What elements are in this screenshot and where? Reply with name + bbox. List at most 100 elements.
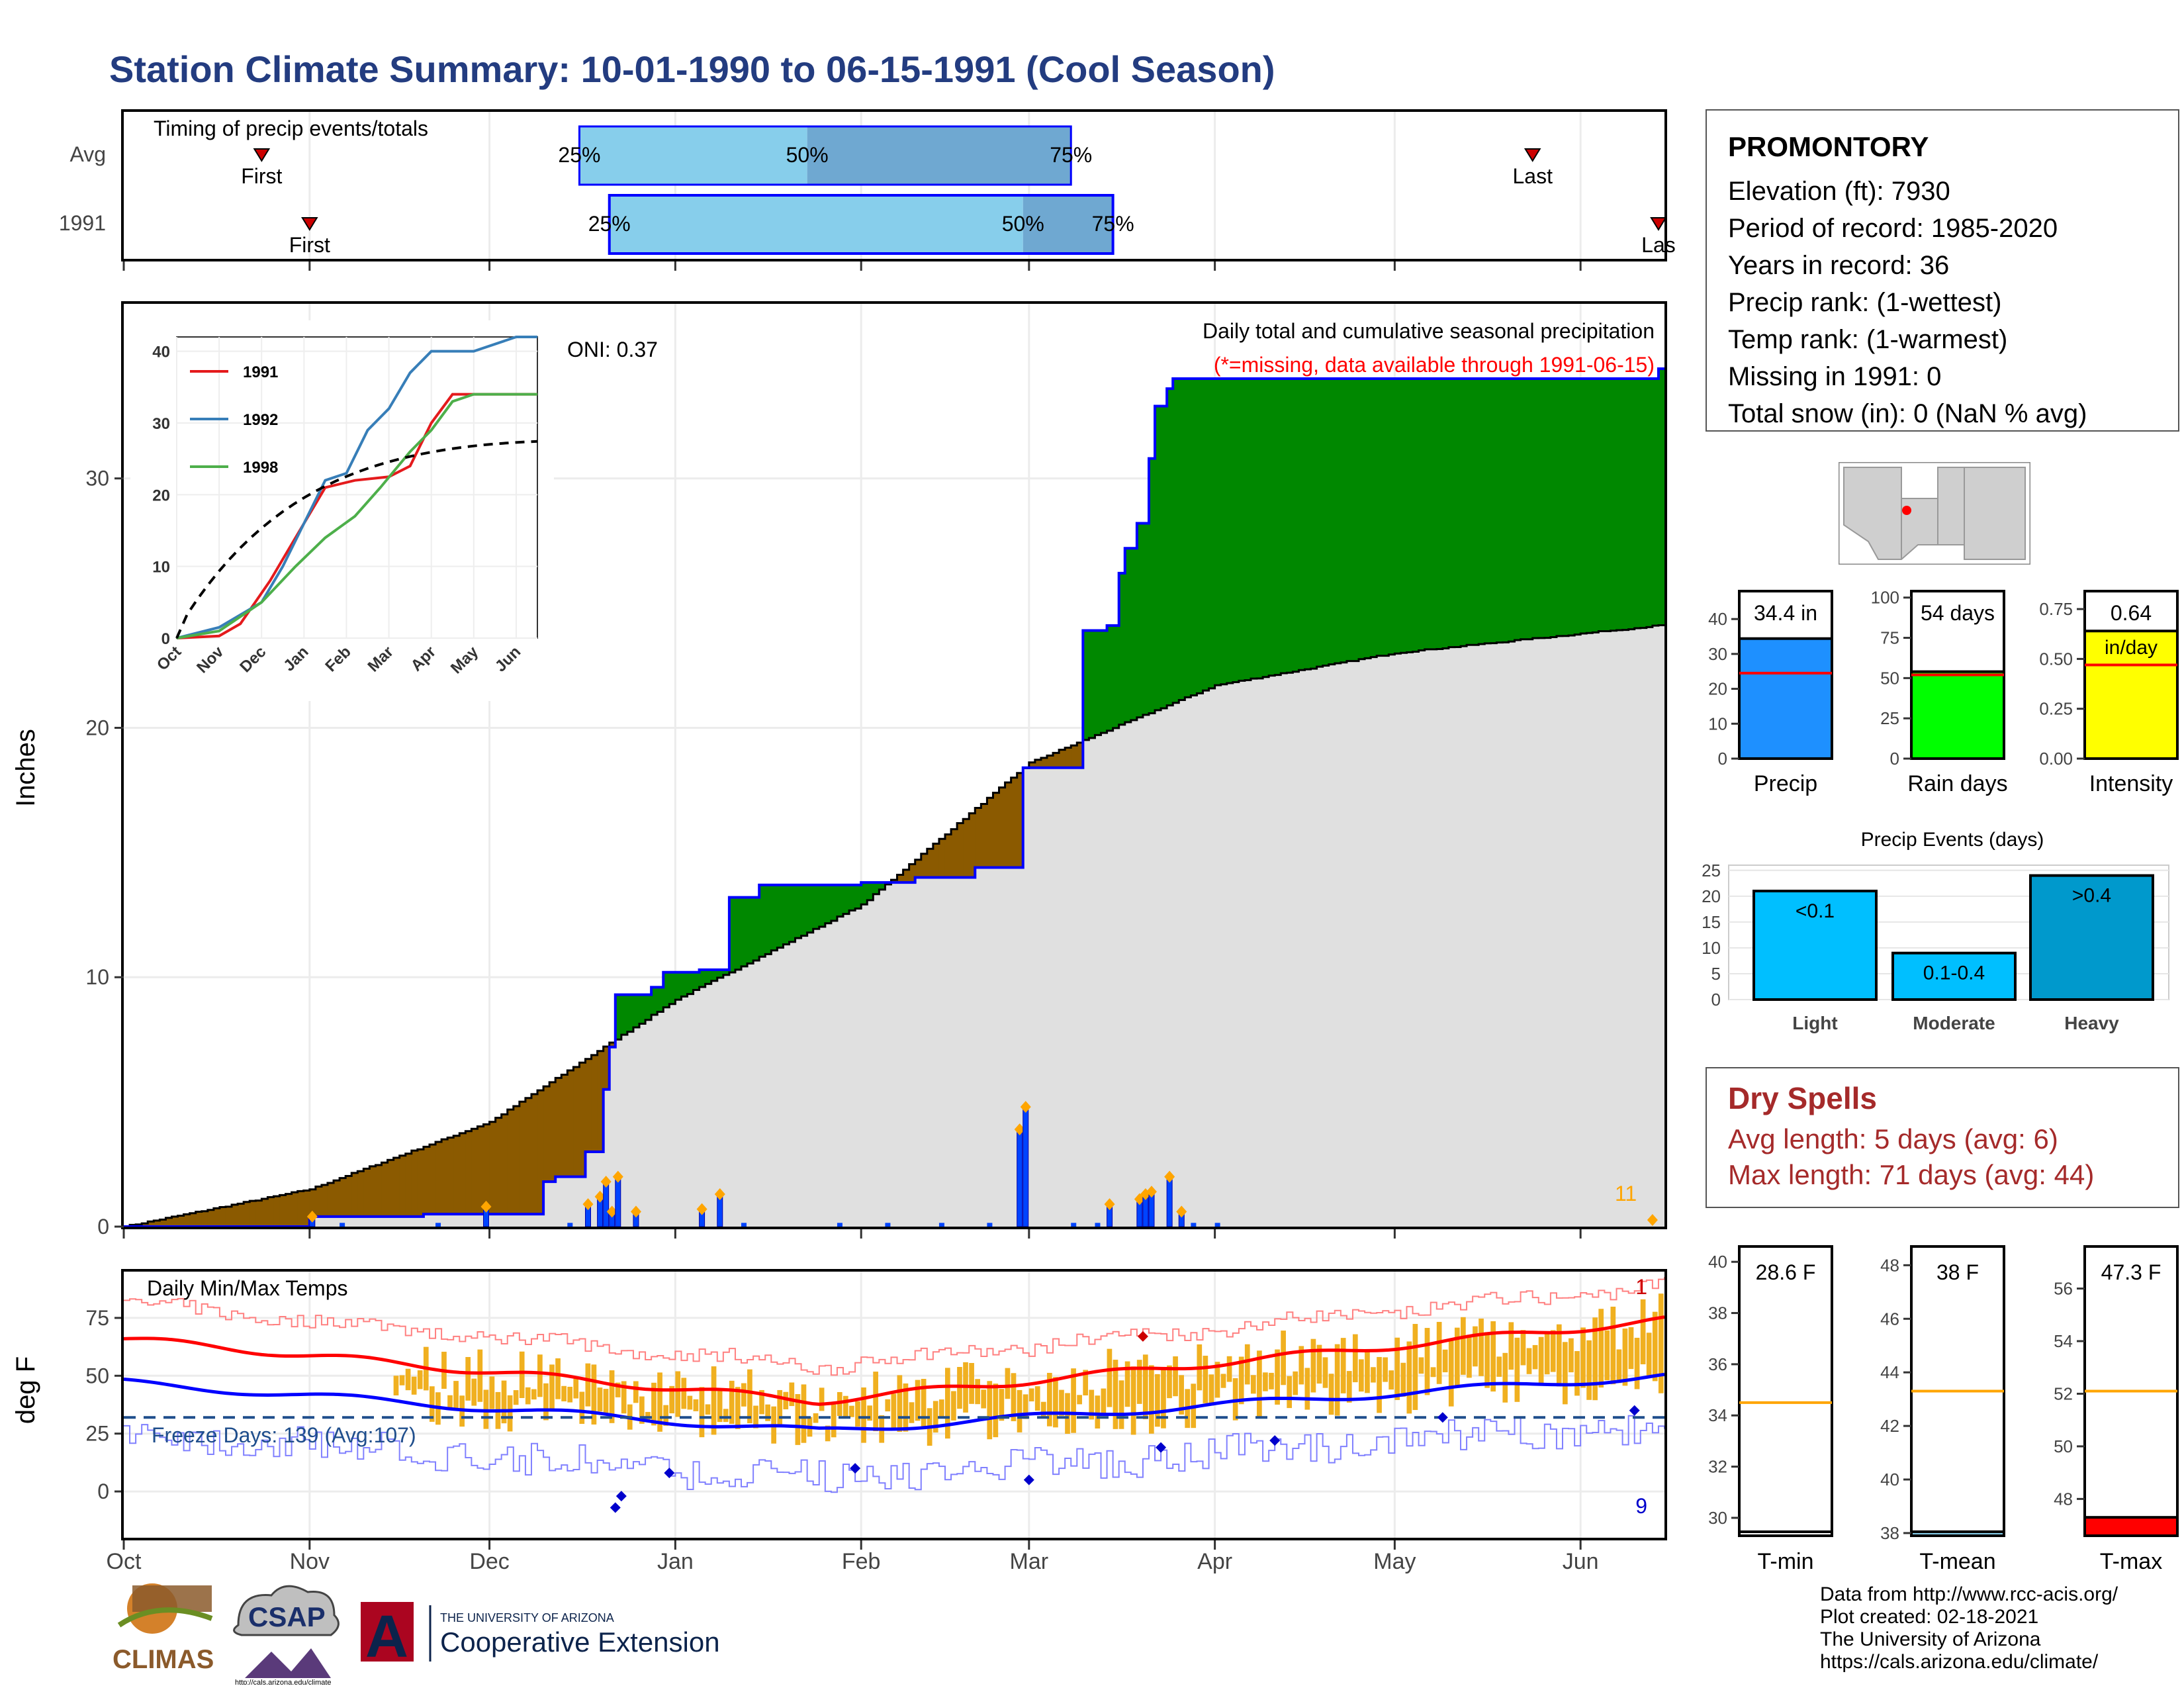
- daily-temp-bar: [1257, 1350, 1262, 1417]
- precip-diff-fill: [375, 1165, 383, 1217]
- precip-diff-fill: [1538, 379, 1545, 638]
- daily-temp-bar: [1101, 1388, 1107, 1414]
- precip-diff-fill: [801, 884, 808, 936]
- precip-diff-fill: [429, 1144, 436, 1215]
- precip-diff-fill: [759, 884, 766, 957]
- precip-diff-fill: [1484, 379, 1491, 643]
- daily-precip-bar: [741, 1223, 747, 1227]
- station-info-box: PROMONTORY Elevation (ft): 7930 Period of…: [1706, 109, 2179, 432]
- temp-ytick-label: 75: [85, 1306, 109, 1330]
- temp-bar-value: 38 F: [1936, 1260, 1979, 1284]
- precip-diff-fill: [357, 1171, 364, 1217]
- daily-temp-bar: [1538, 1336, 1544, 1385]
- daily-precip-marker: [1176, 1205, 1187, 1218]
- temp-summary-ytick-label: 36: [1708, 1354, 1727, 1374]
- precip-diff-fill: [795, 884, 802, 939]
- precip-diff-fill: [1616, 379, 1623, 630]
- record-low-marker: [1629, 1405, 1640, 1416]
- precip-diff-fill: [549, 1082, 556, 1182]
- precip-diff-fill: [1124, 548, 1132, 723]
- daily-temp-bar: [1473, 1326, 1478, 1367]
- precip-diff-fill: [183, 1214, 191, 1227]
- precip-diff-fill: [1142, 523, 1150, 715]
- csap-text: CSAP: [248, 1601, 326, 1632]
- timing-last-label: Last: [1512, 164, 1553, 188]
- daily-temp-bar: [1136, 1360, 1142, 1404]
- precip-diff-fill: [627, 994, 634, 1032]
- precip-diff-fill: [963, 819, 970, 878]
- precip-diff-fill: [1083, 630, 1089, 740]
- precip-diff-fill: [393, 1157, 400, 1217]
- daily-precip-bar: [885, 1223, 891, 1227]
- precip-diff-fill: [1118, 573, 1126, 725]
- precip-diff-fill: [1598, 379, 1606, 632]
- daily-temp-bar: [849, 1405, 854, 1417]
- daily-temp-bar: [1203, 1356, 1208, 1403]
- daily-temp-bar: [675, 1371, 681, 1417]
- precip-diff-fill: [1496, 379, 1504, 643]
- precip-diff-fill: [938, 839, 946, 878]
- events-bar: [2029, 874, 2154, 1001]
- precip-diff-fill: [483, 1124, 490, 1215]
- precip-diff-fill: [1155, 406, 1161, 710]
- daily-temp-bar: [933, 1401, 938, 1433]
- temp-ytick-label: 50: [85, 1364, 109, 1387]
- precip-diff-fill: [1214, 379, 1222, 686]
- precip-diff-fill: [981, 804, 988, 868]
- daily-temp-bar: [537, 1354, 543, 1397]
- location-map: [1839, 462, 2030, 565]
- daily-temp-bar: [783, 1391, 789, 1410]
- daily-temp-bar: [1394, 1337, 1400, 1400]
- daily-temp-bar: [1250, 1375, 1256, 1394]
- precip-diff-fill: [1071, 745, 1077, 768]
- events-category-label: Heavy: [2064, 1013, 2119, 1033]
- daily-temp-bar: [873, 1372, 878, 1432]
- summary-bar-value: 54 days: [1921, 601, 1995, 625]
- temp-bar-fill: [2083, 1516, 2179, 1538]
- daily-temp-bar: [405, 1368, 411, 1391]
- daily-temp-bar: [1340, 1338, 1346, 1393]
- daily-temp-bar: [711, 1366, 717, 1435]
- precip-diff-fill: [501, 1114, 508, 1215]
- events-bar-label: >0.4: [2072, 885, 2111, 907]
- month-label: Dec: [469, 1549, 509, 1574]
- precip-diff-fill: [543, 1086, 550, 1182]
- daily-temp-bar: [1544, 1332, 1550, 1375]
- daily-precip-bar: [615, 1176, 621, 1227]
- daily-temp-bar: [717, 1388, 723, 1423]
- daily-temp-bar: [1634, 1337, 1640, 1389]
- precip-diff-fill: [1334, 379, 1342, 664]
- precip-diff-fill: [909, 864, 916, 883]
- daily-temp-bar: [1310, 1338, 1316, 1393]
- precip-diff-fill: [1310, 379, 1318, 669]
- precip-diff-fill: [165, 1217, 173, 1227]
- precip-diff-fill: [447, 1137, 454, 1215]
- daily-temp-bar: [1359, 1359, 1364, 1392]
- precip-diff-fill: [213, 1208, 220, 1227]
- precip-diff-fill: [1328, 379, 1336, 665]
- summary-ytick-label: 50: [1880, 668, 1899, 688]
- events-ytick-label: 25: [1702, 861, 1721, 880]
- daily-temp-bar: [1563, 1342, 1568, 1405]
- precip-diff-fill: [369, 1166, 377, 1217]
- precip-diff-fill: [489, 1121, 496, 1215]
- precip-diff-fill: [1604, 379, 1612, 632]
- precip-diff-fill: [219, 1207, 226, 1227]
- daily-temp-bar: [543, 1383, 549, 1421]
- precip-diff-fill: [1040, 757, 1048, 768]
- daily-temp-bar: [1628, 1327, 1634, 1370]
- precip-diff-fill: [1298, 379, 1306, 671]
- daily-temp-bar: [1304, 1368, 1310, 1410]
- timing-bar-dark: [1023, 195, 1113, 254]
- footer-line: https://cals.arizona.edu/climate/: [1820, 1651, 2099, 1673]
- precip-diff-fill: [1293, 379, 1300, 672]
- timing-bar-outline: [608, 194, 1115, 255]
- daily-temp-bar: [1328, 1374, 1334, 1415]
- daily-temp-bar: [1275, 1349, 1280, 1405]
- month-label: Apr: [1197, 1549, 1232, 1574]
- daily-temp-bar: [1281, 1331, 1286, 1385]
- precip-diff-fill: [819, 884, 826, 927]
- logos: CLIMAS CSAP http://cals.arizona.edu/clim…: [113, 1583, 720, 1685]
- daily-temp-bar: [1454, 1327, 1460, 1387]
- month-label: Feb: [842, 1549, 881, 1574]
